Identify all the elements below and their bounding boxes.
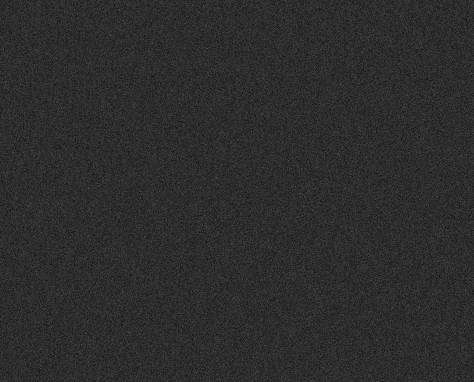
Circle shape (154, 204, 182, 227)
Circle shape (138, 218, 149, 227)
Circle shape (109, 243, 114, 246)
Bar (19, 134, 446, 166)
Text: Positive: Positive (309, 222, 374, 240)
Circle shape (105, 240, 122, 253)
Circle shape (96, 200, 146, 240)
Text: Negative: Negative (46, 184, 120, 202)
Circle shape (160, 209, 168, 216)
Bar (19, 134, 142, 166)
Circle shape (129, 211, 169, 243)
Circle shape (107, 209, 121, 220)
Ellipse shape (78, 185, 206, 273)
Circle shape (118, 233, 152, 260)
Circle shape (158, 240, 164, 244)
Bar (9, 168, 275, 286)
Circle shape (153, 236, 174, 253)
Text: CATALASE TEST: CATALASE TEST (177, 38, 297, 53)
Bar (284, 172, 455, 285)
Circle shape (126, 239, 135, 246)
Bar (9, 168, 455, 286)
